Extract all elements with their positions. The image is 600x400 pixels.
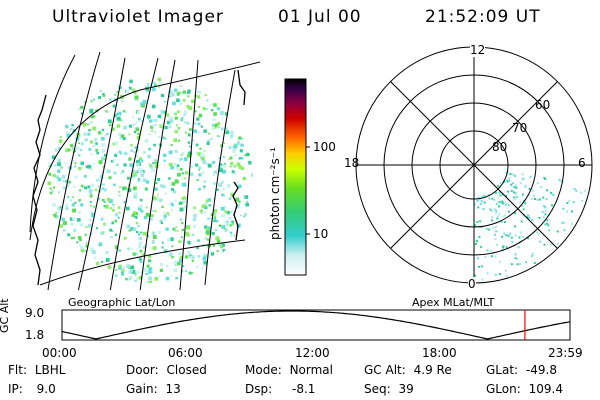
mode-value: Normal — [289, 363, 333, 377]
lat-label-70: 70 — [512, 121, 528, 135]
info-glon: GLon: 109.4 — [486, 382, 563, 396]
info-seq: Seq: 39 — [364, 382, 414, 396]
alt-xtick-1200: 12:00 — [295, 346, 330, 360]
dsp-value: -8.1 — [291, 382, 316, 396]
seq-label: Seq: — [364, 382, 391, 396]
glat-label: GLat: — [486, 363, 519, 377]
polar-speckle — [474, 171, 587, 281]
info-dsp: Dsp: -8.1 — [245, 382, 315, 396]
gain-label: Gain: — [126, 382, 158, 396]
alt-xtick-0600: 06:00 — [168, 346, 203, 360]
info-ip: IP: 9.0 — [8, 382, 56, 396]
lat-label-80: 80 — [492, 140, 508, 154]
alt-ytick-low: 1.8 — [25, 328, 45, 342]
gcalt-value: 4.9 Re — [413, 363, 452, 377]
alt-axis-label: GC Alt — [0, 298, 11, 333]
colorbar-unit-label: photon cm⁻²s⁻¹ — [268, 147, 282, 240]
flt-value: LBHL — [34, 363, 66, 377]
polar-plot — [355, 46, 593, 284]
ip-value: 9.0 — [36, 382, 56, 396]
colorbar-tick-10: 10 — [313, 227, 329, 241]
info-flt: Flt: LBHL — [8, 363, 65, 377]
geographic-caption: Geographic Lat/Lon — [68, 296, 176, 309]
colorbar-tick-100: 100 — [313, 140, 336, 154]
earth-disk — [47, 77, 253, 283]
alt-xtick-2359: 23:59 — [548, 346, 583, 360]
glon-label: GLon: — [486, 382, 521, 396]
apex-caption: Apex MLat/MLT — [412, 296, 495, 309]
alt-xtick-0000: 00:00 — [42, 346, 77, 360]
instrument-title: Ultraviolet Imager — [52, 7, 224, 27]
door-value: Closed — [166, 363, 207, 377]
altitude-plot — [61, 309, 571, 341]
info-door: Door: Closed — [126, 363, 207, 377]
mlt-label-18: 18 — [344, 156, 360, 170]
gain-value: 13 — [165, 382, 181, 396]
lat-lon-grid — [29, 51, 260, 290]
time-label: 21:52:09 UT — [425, 7, 541, 27]
ip-label: IP: — [8, 382, 23, 396]
door-label: Door: — [126, 363, 159, 377]
date-label: 01 Jul 00 — [278, 7, 362, 27]
flt-label: Flt: — [8, 363, 27, 377]
lat-label-60: 60 — [535, 98, 551, 112]
info-mode: Mode: Normal — [245, 363, 333, 377]
mlt-label-6: 6 — [578, 156, 586, 170]
mlt-label-0: 0 — [468, 277, 476, 291]
alt-xtick-1800: 18:00 — [422, 346, 457, 360]
info-gcalt: GC Alt: 4.9 Re — [364, 363, 452, 377]
alt-ytick-high: 9.0 — [25, 306, 45, 320]
mode-label: Mode: — [245, 363, 282, 377]
gcalt-label: GC Alt: — [364, 363, 406, 377]
mlt-line-diag-2 — [390, 81, 558, 249]
info-glat: GLat: -49.8 — [486, 363, 557, 377]
geographic-map — [29, 51, 260, 290]
dsp-label: Dsp: — [245, 382, 273, 396]
glat-value: -49.8 — [525, 363, 557, 377]
info-gain: Gain: 13 — [126, 382, 181, 396]
coastline — [32, 69, 246, 286]
seq-value: 39 — [398, 382, 414, 396]
mlt-label-12: 12 — [470, 43, 486, 57]
glon-value: 109.4 — [528, 382, 563, 396]
colorbar — [284, 78, 310, 276]
